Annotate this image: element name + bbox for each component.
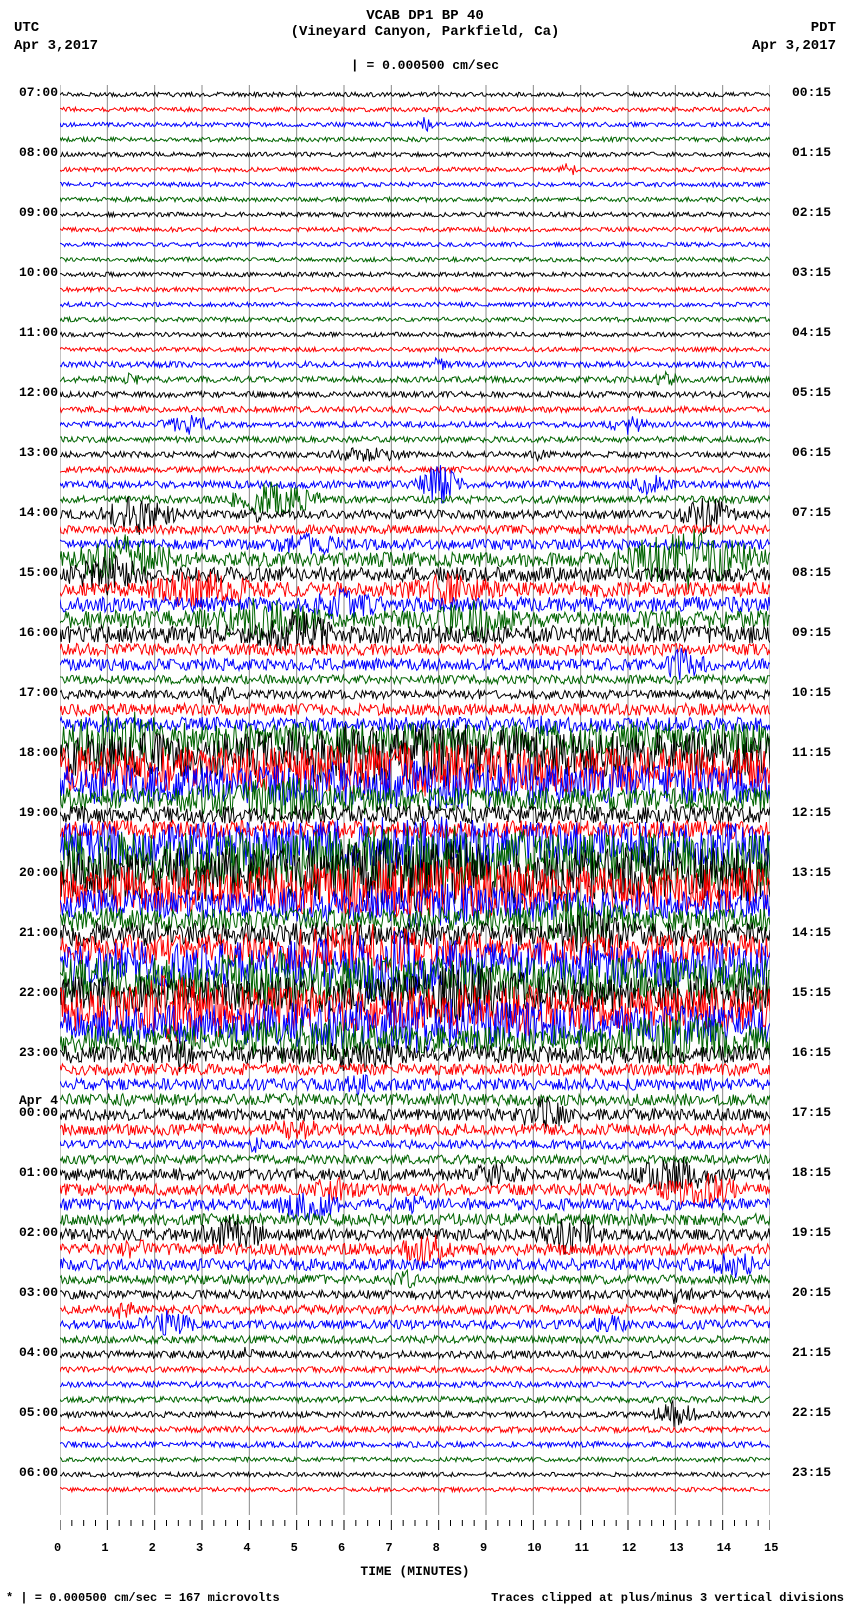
hour-label: 14:00	[6, 507, 58, 519]
seismogram-plot	[60, 85, 770, 1515]
hour-label: 13:15	[792, 867, 844, 879]
hour-label: 05:15	[792, 387, 844, 399]
hour-label: 02:00	[6, 1227, 58, 1239]
hour-label: 02:15	[792, 207, 844, 219]
scale-note: | = 0.000500 cm/sec	[0, 58, 850, 73]
tz-left: UTC	[14, 20, 39, 36]
hour-label: 16:15	[792, 1047, 844, 1059]
seismogram-page: VCAB DP1 BP 40 (Vineyard Canyon, Parkfie…	[0, 0, 850, 1613]
hour-label: 08:15	[792, 567, 844, 579]
xaxis-tick-label: 10	[527, 1541, 541, 1555]
hour-label: Apr 400:00	[6, 1095, 58, 1119]
xaxis-tick-label: 12	[622, 1541, 636, 1555]
location-line: (Vineyard Canyon, Parkfield, Ca)	[0, 24, 850, 40]
hour-label: 19:00	[6, 807, 58, 819]
hour-label: 13:00	[6, 447, 58, 459]
hour-label: 20:15	[792, 1287, 844, 1299]
hour-label: 09:00	[6, 207, 58, 219]
right-hour-labels: 00:15 01:15 02:15 03:15 04:15 05:15 06:15 07:15…	[792, 85, 844, 1515]
hour-label: 01:00	[6, 1167, 58, 1179]
xaxis-tick-label: 15	[764, 1541, 778, 1555]
hour-label: 18:15	[792, 1167, 844, 1179]
hour-label: 06:15	[792, 447, 844, 459]
xaxis-tick-label: 8	[433, 1541, 440, 1555]
hour-label: 23:15	[792, 1467, 844, 1479]
hour-label: 14:15	[792, 927, 844, 939]
xaxis-ticks-svg	[60, 1520, 770, 1540]
xaxis-tick-label: 1	[101, 1541, 108, 1555]
footer-left: * | = 0.000500 cm/sec = 167 microvolts	[6, 1591, 280, 1605]
xaxis-tick-label: 0	[54, 1541, 61, 1555]
hour-label: 12:15	[792, 807, 844, 819]
hour-label: 04:15	[792, 327, 844, 339]
hour-label: 16:00	[6, 627, 58, 639]
hour-label: 17:00	[6, 687, 58, 699]
hour-label: 01:15	[792, 147, 844, 159]
x-axis-label: TIME (MINUTES)	[60, 1564, 770, 1579]
hour-label: 06:00	[6, 1467, 58, 1479]
hour-label: 15:00	[6, 567, 58, 579]
date-right: Apr 3,2017	[752, 38, 836, 54]
hour-label: 07:15	[792, 507, 844, 519]
hour-label: 21:15	[792, 1347, 844, 1359]
hour-label: 11:00	[6, 327, 58, 339]
hour-label: 17:15	[792, 1107, 844, 1119]
hour-label: 22:00	[6, 987, 58, 999]
hour-label: 20:00	[6, 867, 58, 879]
hour-label: 12:00	[6, 387, 58, 399]
xaxis-tick-label: 13	[669, 1541, 683, 1555]
xaxis-tick-label: 2	[149, 1541, 156, 1555]
hour-label: 21:00	[6, 927, 58, 939]
x-axis: TIME (MINUTES) 0123456789101112131415	[60, 1520, 770, 1595]
hour-label: 09:15	[792, 627, 844, 639]
plot-svg	[60, 85, 770, 1515]
footer-right: Traces clipped at plus/minus 3 vertical …	[491, 1591, 844, 1605]
hour-label: 07:00	[6, 87, 58, 99]
xaxis-tick-label: 4	[243, 1541, 250, 1555]
tz-right: PDT	[811, 20, 836, 36]
hour-label: 03:15	[792, 267, 844, 279]
hour-label: 19:15	[792, 1227, 844, 1239]
hour-label: 08:00	[6, 147, 58, 159]
hour-label: 15:15	[792, 987, 844, 999]
header: VCAB DP1 BP 40 (Vineyard Canyon, Parkfie…	[0, 8, 850, 40]
hour-label: 11:15	[792, 747, 844, 759]
hour-label: 22:15	[792, 1407, 844, 1419]
hour-label: 18:00	[6, 747, 58, 759]
hour-label: 00:15	[792, 87, 844, 99]
xaxis-tick-label: 3	[196, 1541, 203, 1555]
left-hour-labels: 07:00 08:00 09:00 10:00 11:00 12:00 13:00 14:00…	[6, 85, 58, 1515]
xaxis-tick-label: 9	[480, 1541, 487, 1555]
xaxis-tick-label: 7	[385, 1541, 392, 1555]
hour-label: 04:00	[6, 1347, 58, 1359]
station-line: VCAB DP1 BP 40	[0, 8, 850, 24]
hour-label: 03:00	[6, 1287, 58, 1299]
hour-label: 23:00	[6, 1047, 58, 1059]
hour-label: 10:00	[6, 267, 58, 279]
xaxis-tick-label: 11	[575, 1541, 589, 1555]
xaxis-tick-label: 6	[338, 1541, 345, 1555]
xaxis-tick-label: 5	[291, 1541, 298, 1555]
xaxis-tick-label: 14	[717, 1541, 731, 1555]
hour-label: 10:15	[792, 687, 844, 699]
date-left: Apr 3,2017	[14, 38, 98, 54]
hour-label: 05:00	[6, 1407, 58, 1419]
